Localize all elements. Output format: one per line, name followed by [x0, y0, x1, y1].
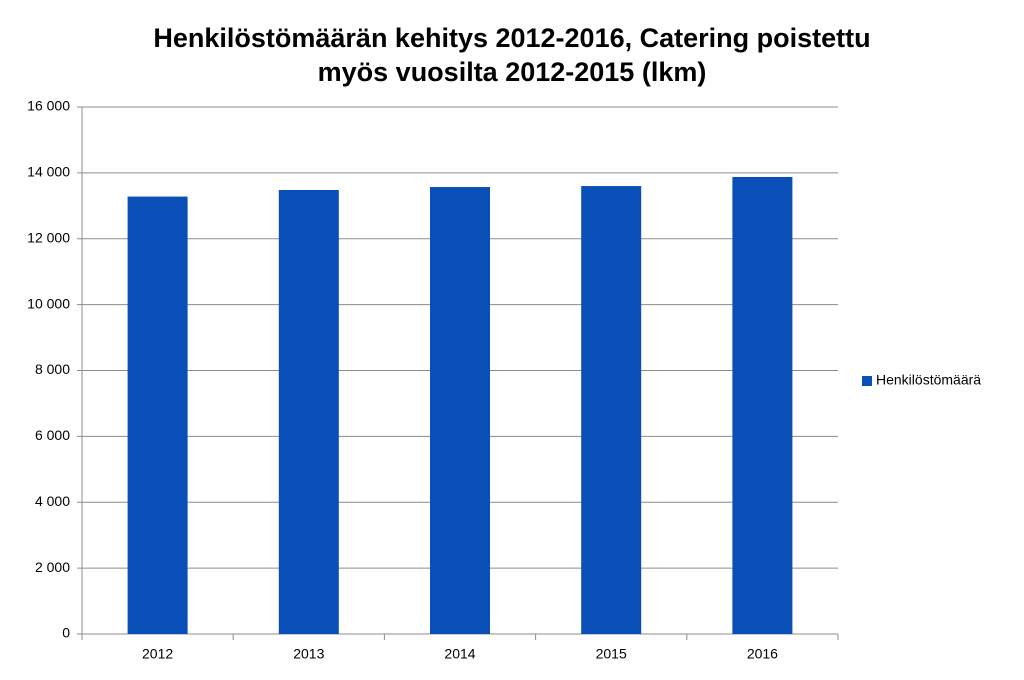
x-tick-label: 2014 [444, 646, 475, 662]
y-tick-label: 2 000 [35, 559, 70, 575]
y-tick-label: 16 000 [27, 98, 70, 114]
bar [581, 186, 642, 635]
x-tick-label: 2013 [293, 646, 324, 662]
y-tick-label: 6 000 [35, 427, 70, 443]
y-tick-label: 10 000 [27, 295, 70, 311]
bar [430, 187, 490, 634]
x-tick-label: 2012 [142, 646, 173, 662]
bar [278, 190, 339, 634]
y-tick-label: 4 000 [35, 493, 70, 509]
y-tick-label: 12 000 [27, 229, 70, 245]
chart-title: Henkilöstömäärän kehitys 2012-2016, Cate… [153, 23, 870, 53]
x-tick-label: 2016 [747, 646, 778, 662]
legend-swatch [862, 376, 872, 386]
y-tick-label: 14 000 [27, 164, 70, 180]
y-tick-label: 8 000 [35, 361, 70, 377]
chart-title: myös vuosilta 2012-2015 (lkm) [318, 57, 707, 87]
legend-label: Henkilöstömäärä [876, 372, 981, 388]
bar [732, 176, 793, 634]
x-tick-label: 2015 [596, 646, 627, 662]
bar [127, 196, 188, 634]
y-tick-label: 0 [62, 625, 70, 641]
